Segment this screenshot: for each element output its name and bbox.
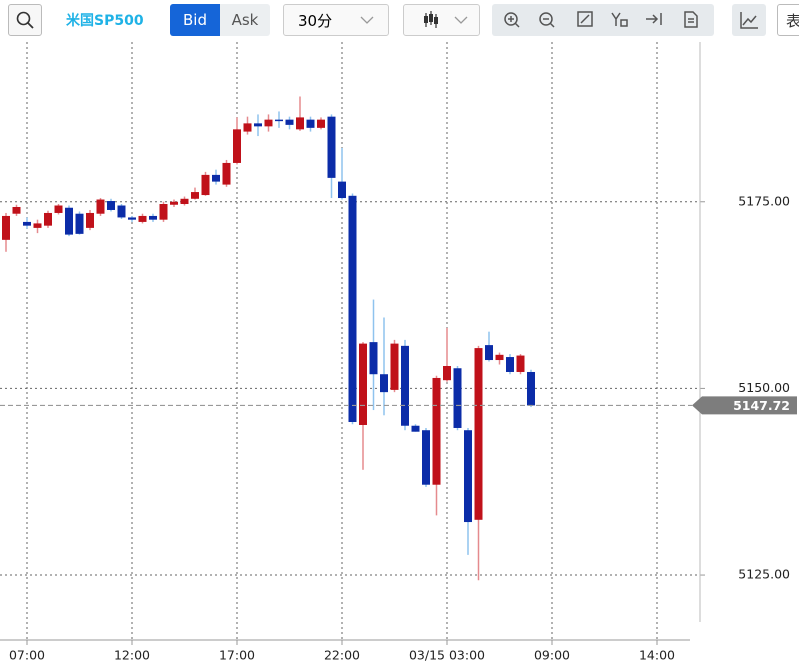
- candle-body: [222, 162, 231, 185]
- tool-icons[interactable]: [492, 4, 714, 36]
- candle-body: [306, 119, 315, 128]
- x-tick-label: 03/15 03:00: [409, 648, 485, 663]
- candle-body: [369, 342, 378, 375]
- candle-body: [380, 374, 388, 393]
- candle-body: [254, 123, 262, 127]
- candle-body: [527, 371, 535, 406]
- search-icon: [16, 11, 34, 29]
- x-tick-label: 07:00: [9, 648, 45, 663]
- candle-body: [75, 213, 84, 234]
- candle-body: [485, 345, 493, 361]
- candle-body: [348, 195, 357, 423]
- candle-body: [474, 348, 483, 520]
- candle-body: [275, 119, 283, 122]
- y-tick-label: 5175.00: [738, 193, 790, 208]
- candle-body: [44, 212, 52, 226]
- candle-body: [317, 119, 325, 128]
- last-price-label: 5147.72: [733, 398, 790, 413]
- y-tick-label: 5150.00: [738, 380, 790, 395]
- candle-body: [96, 199, 105, 214]
- candle-body: [149, 215, 157, 220]
- candle-body: [159, 204, 168, 220]
- x-tick-label: 17:00: [219, 648, 255, 663]
- candle-body: [516, 355, 525, 372]
- x-tick-label: 14:00: [639, 648, 675, 663]
- candle-body: [54, 205, 63, 213]
- candle-body: [33, 223, 42, 228]
- x-tick-label: 09:00: [534, 648, 570, 663]
- candle-body: [243, 123, 252, 132]
- candle-body: [506, 357, 514, 372]
- candle-body: [411, 425, 420, 432]
- y-tick-label: 5125.00: [738, 567, 790, 582]
- candle-body: [359, 343, 367, 425]
- candle-body: [12, 206, 21, 214]
- candle-body: [296, 117, 304, 130]
- symbol-name[interactable]: 米国SP500: [66, 13, 144, 29]
- candle-body: [23, 221, 31, 226]
- candle-body: [2, 215, 10, 240]
- candle-body: [107, 201, 115, 210]
- candle-body: [464, 430, 472, 523]
- interval-select[interactable]: 30分: [283, 4, 389, 36]
- candle-body: [191, 192, 199, 199]
- candle-body: [138, 215, 147, 222]
- candle-body: [170, 201, 178, 205]
- interval-label: 30分: [298, 11, 333, 30]
- candle-body: [212, 174, 220, 182]
- candle-body: [86, 212, 94, 228]
- candle-body: [65, 207, 73, 235]
- candle-body: [401, 345, 409, 426]
- indicator-button[interactable]: [732, 4, 766, 36]
- bid-button[interactable]: Bid: [170, 4, 220, 36]
- ask-button[interactable]: Ask: [220, 4, 270, 36]
- candle-body: [264, 119, 273, 127]
- candle-body: [201, 174, 210, 196]
- search-button[interactable]: [8, 4, 42, 36]
- candle-body: [128, 217, 136, 220]
- candle-body: [432, 377, 441, 485]
- x-tick-label: 12:00: [114, 648, 150, 663]
- candle-body: [422, 430, 430, 485]
- candle-body: [117, 205, 126, 218]
- candle-body: [233, 129, 241, 163]
- candle-body: [443, 366, 451, 381]
- dropdown-arrow: [360, 16, 374, 24]
- candle-body: [180, 198, 189, 205]
- candle-body: [495, 354, 504, 361]
- tool-group: [492, 4, 714, 36]
- table-button[interactable]: 表: [777, 4, 799, 36]
- candle-body: [285, 119, 294, 125]
- candle-body: [390, 343, 399, 390]
- last-price-tag: [692, 396, 797, 415]
- candle-body: [453, 368, 462, 428]
- candle-body: [327, 116, 336, 178]
- x-tick-label: 22:00: [324, 648, 360, 663]
- chart: 5125.00 5150.00 5175.00 07:00 12:00 17:00 22:0…: [0, 42, 797, 663]
- indicator-icon: [740, 12, 758, 29]
- candle-icon: [424, 11, 468, 28]
- chart-type-select[interactable]: [403, 4, 480, 36]
- candle-body: [338, 181, 346, 199]
